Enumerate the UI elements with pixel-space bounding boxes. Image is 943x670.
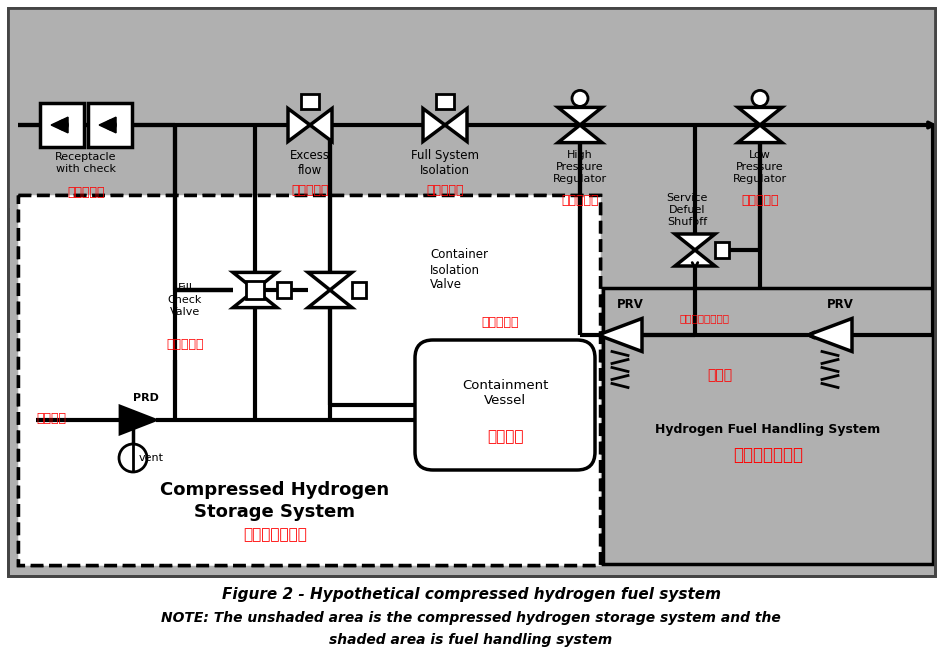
Text: 氢气操作子系统: 氢气操作子系统 bbox=[733, 446, 803, 464]
Text: 压缩氢瓶子系统: 压缩氢瓶子系统 bbox=[243, 527, 306, 543]
Text: PRD: PRD bbox=[133, 393, 159, 403]
Bar bbox=[8, 8, 935, 208]
Bar bbox=[352, 282, 366, 298]
Circle shape bbox=[572, 90, 588, 107]
Text: 加注止回阀: 加注止回阀 bbox=[67, 186, 105, 200]
Text: 系统截止阀: 系统截止阀 bbox=[426, 184, 464, 198]
Text: Fill
Check
Valve: Fill Check Valve bbox=[168, 283, 202, 317]
Circle shape bbox=[119, 444, 147, 472]
Polygon shape bbox=[558, 107, 602, 125]
Polygon shape bbox=[675, 250, 715, 266]
Text: Full System
Isolation: Full System Isolation bbox=[411, 149, 479, 177]
Polygon shape bbox=[99, 117, 116, 133]
Bar bbox=[88, 103, 132, 147]
Polygon shape bbox=[738, 107, 782, 125]
Polygon shape bbox=[675, 234, 715, 250]
Polygon shape bbox=[445, 109, 467, 141]
Polygon shape bbox=[288, 109, 310, 141]
Polygon shape bbox=[308, 290, 352, 308]
Text: Low
Pressure
Regulator: Low Pressure Regulator bbox=[733, 150, 787, 184]
Text: 泄压阀: 泄压阀 bbox=[707, 368, 733, 382]
Text: 低压调节器: 低压调节器 bbox=[741, 194, 779, 208]
Bar bbox=[246, 281, 264, 299]
Bar bbox=[18, 195, 600, 565]
Polygon shape bbox=[308, 273, 352, 290]
Text: 储氢容器: 储氢容器 bbox=[487, 429, 523, 444]
Text: PRV: PRV bbox=[827, 299, 853, 312]
Text: Storage System: Storage System bbox=[194, 503, 356, 521]
Polygon shape bbox=[423, 109, 445, 141]
Text: 容器截止阀: 容器截止阀 bbox=[481, 316, 519, 328]
Bar bbox=[8, 8, 935, 576]
Text: Compressed Hydrogen: Compressed Hydrogen bbox=[160, 481, 389, 499]
Text: shaded area is fuel handling system: shaded area is fuel handling system bbox=[329, 633, 613, 647]
Bar bbox=[436, 94, 454, 109]
Text: Hydrogen Fuel Handling System: Hydrogen Fuel Handling System bbox=[655, 423, 881, 436]
Bar bbox=[40, 103, 84, 147]
Bar bbox=[277, 282, 291, 298]
Bar bbox=[301, 94, 319, 109]
Polygon shape bbox=[598, 318, 642, 352]
Text: Container
Isolation
Valve: Container Isolation Valve bbox=[430, 249, 488, 291]
Polygon shape bbox=[310, 109, 332, 141]
FancyBboxPatch shape bbox=[415, 340, 595, 470]
Text: 维修用泄压截止阀: 维修用泄压截止阀 bbox=[680, 313, 730, 323]
Text: PRV: PRV bbox=[617, 299, 643, 312]
Text: NOTE: The unshaded area is the compressed hydrogen storage system and the: NOTE: The unshaded area is the compresse… bbox=[161, 611, 781, 625]
Bar bbox=[8, 8, 608, 208]
Bar bbox=[8, 8, 935, 576]
Text: vent: vent bbox=[139, 453, 163, 463]
Bar bbox=[18, 195, 600, 565]
Bar bbox=[603, 288, 933, 564]
Bar bbox=[715, 242, 729, 258]
Polygon shape bbox=[51, 117, 68, 133]
Text: Excess
flow: Excess flow bbox=[290, 149, 330, 177]
Polygon shape bbox=[233, 290, 277, 308]
Polygon shape bbox=[738, 125, 782, 143]
Text: 系统截止阀: 系统截止阀 bbox=[291, 184, 329, 198]
Text: High
Pressure
Regulator: High Pressure Regulator bbox=[553, 150, 607, 184]
Circle shape bbox=[752, 90, 768, 107]
Polygon shape bbox=[233, 273, 277, 290]
Polygon shape bbox=[120, 406, 156, 434]
Polygon shape bbox=[808, 318, 852, 352]
Text: 加注检查阀: 加注检查阀 bbox=[166, 338, 204, 352]
Text: 高压调节器: 高压调节器 bbox=[561, 194, 599, 208]
Text: 泄压装置: 泄压装置 bbox=[36, 411, 66, 425]
Polygon shape bbox=[558, 125, 602, 143]
Text: Figure 2 - Hypothetical compressed hydrogen fuel system: Figure 2 - Hypothetical compressed hydro… bbox=[222, 588, 720, 602]
Text: Receptacle
with check: Receptacle with check bbox=[56, 152, 117, 174]
Text: Service
Defuel
Shufoff: Service Defuel Shufoff bbox=[667, 194, 707, 226]
Text: Containment
Vessel: Containment Vessel bbox=[462, 379, 548, 407]
